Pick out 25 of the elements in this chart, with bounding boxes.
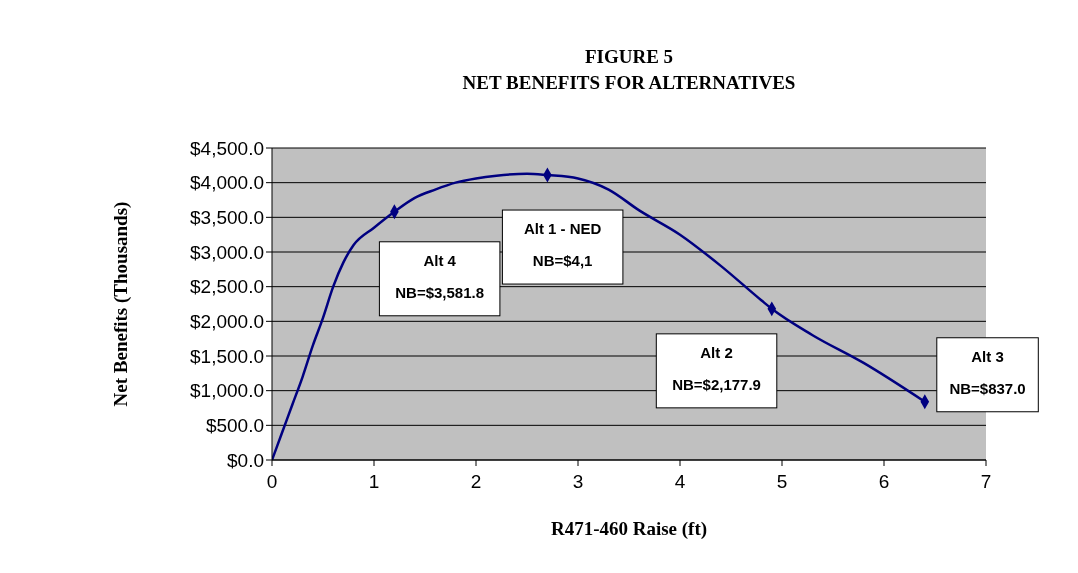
y-tick-label: $1,500.0 — [190, 345, 264, 367]
x-axis-title: R471-460 Raise (ft) — [550, 518, 708, 540]
annotation: Alt 2 NB=$2,177.9 — [672, 343, 761, 393]
y-tick-label: $500.0 — [205, 415, 264, 437]
x-tick-label: 1 — [368, 471, 380, 492]
x-tick-label: 7 — [980, 471, 992, 492]
x-tick-label: 4 — [674, 471, 686, 492]
y-tick-label: $1,000.0 — [190, 380, 264, 402]
y-axis-title: Net Benefits (Thousands) — [109, 201, 132, 407]
x-tick-label: 2 — [470, 471, 482, 492]
y-tick-label: $3,500.0 — [190, 207, 264, 229]
y-tick-label: $4,000.0 — [190, 172, 264, 194]
x-tick-label: 3 — [572, 471, 584, 492]
x-tick-label: 0 — [266, 471, 278, 492]
y-tick-label: $3,000.0 — [190, 241, 264, 263]
annotation: Alt 1 - NED NB=$4,1 — [523, 220, 602, 270]
x-tick-label: 6 — [878, 471, 890, 492]
y-tick-label: $2,000.0 — [190, 311, 264, 333]
y-tick-label: $0.0 — [227, 449, 264, 471]
chart-title: FIGURE 5 NET BENEFITS FOR ALTERNATIVES — [462, 46, 796, 93]
x-tick-label: 5 — [776, 471, 788, 492]
annotation: Alt 4 NB=$3,581.8 — [395, 251, 485, 301]
y-tick-label: $2,500.0 — [190, 276, 264, 298]
annotation: Alt 3 NB=$837.0 — [949, 347, 1026, 397]
y-tick-label: $4,500.0 — [190, 137, 264, 159]
